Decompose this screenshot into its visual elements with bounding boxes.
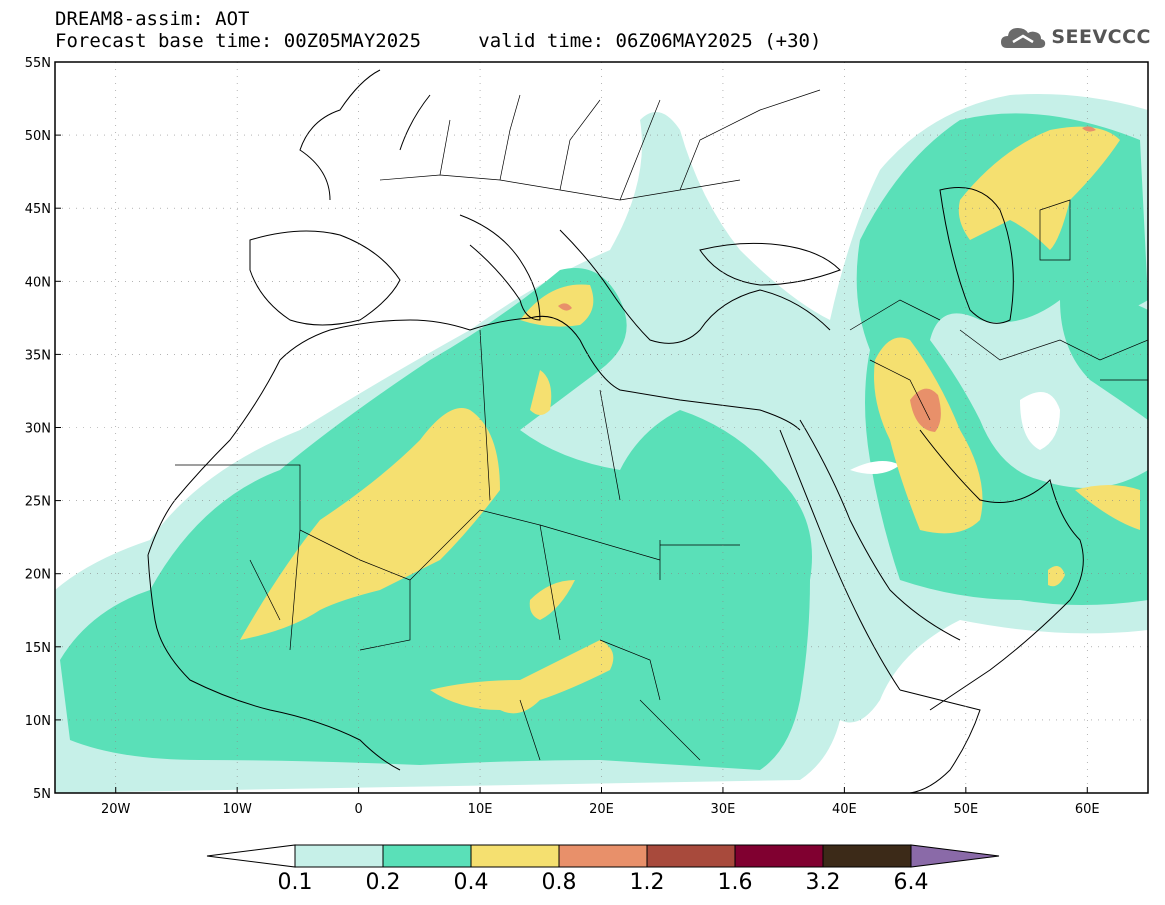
coastline-iberia [249,230,401,326]
coastline-caspian [939,187,1014,324]
coastline-arabia-gulf [919,429,1084,711]
aot-region-high [1048,566,1065,587]
time-info: Forecast base time: 00Z05MAY2025 valid t… [55,30,821,52]
aot-region-high [240,408,500,640]
logo-text: SEEVCCC [1051,26,1151,48]
colorbar: 0.1 0.2 0.4 0.8 1.2 1.6 3.2 6.4 [206,844,1000,895]
colorbar-segment [734,844,824,868]
lon-tick-label: 0 [354,802,362,817]
lat-tick-label: 20N [25,568,51,583]
aot-region-high [958,126,1120,250]
border-lines [175,329,740,761]
colorbar-label: 3.2 [806,870,841,895]
aot-field [55,94,1148,793]
coastline-horn-africa [899,689,981,793]
colorbar-segment [822,844,912,868]
lat-tick-label: 50N [25,129,51,144]
lat-tick-label: 40N [25,275,51,290]
colorbar-label: 1.2 [630,870,665,895]
coastline-west-africa [147,554,401,771]
aot-region-high [1075,485,1140,530]
cloud-logo-icon [1001,28,1046,48]
coastline-red-sea [779,419,961,691]
aot-region-high [874,337,983,534]
aot-region-very-high [1082,126,1096,132]
map-header: DREAM8-assim: AOT Forecast base time: 00… [55,8,821,52]
colorbar-segment [558,844,648,868]
lon-tick-label: 60E [1075,802,1100,817]
clear-patch [850,461,900,474]
map-frame [54,61,1149,794]
lon-tick-label: 20W [101,802,131,817]
valid-time: valid time: 06Z06MAY2025 (+30) [478,30,822,52]
aot-region-very-high [558,303,572,311]
coastlines [147,69,1148,793]
coastline-france-uk [299,69,431,201]
colorbar-label: 0.2 [366,870,401,895]
clear-patch [1020,392,1060,450]
colorbar-over-triangle [910,844,1000,868]
lat-tick-label: 30N [25,422,51,437]
lon-tick-label: 50E [953,802,978,817]
lon-tick-label: 20E [589,802,614,817]
lat-tick-label: 25N [25,495,51,510]
latitude-axis: 55N 50N 45N 40N 35N 30N 25N 20N 15N 10N 5N [25,56,51,802]
longitude-axis: 20W 10W 0 10E 20E 30E 40E 50E 60E [101,802,1100,817]
colorbar-segment [470,844,560,868]
lat-tick-label: 35N [25,348,51,363]
map-title: DREAM8-assim: AOT [55,8,250,30]
lat-tick-label: 15N [25,641,51,656]
aot-region-high [530,370,552,415]
aot-region-high [430,640,614,714]
base-time: Forecast base time: 00Z05MAY2025 [55,30,422,52]
aot-region-high [529,580,575,620]
seevccc-logo: SEEVCCC [999,22,1151,52]
colorbar-label: 0.4 [454,870,489,895]
colorbar-segment [382,844,472,868]
border-lines-asia [849,199,1148,421]
colorbar-segment [294,844,384,868]
colorbar-label: 6.4 [894,870,929,895]
lat-tick-label: 55N [25,56,51,71]
lat-tick-label: 5N [33,787,51,802]
colorbar-label: 0.1 [278,870,313,895]
lon-tick-label: 30E [711,802,736,817]
colorbar-under-triangle [206,844,296,868]
lat-tick-label: 10N [25,714,51,729]
coastline-italy [459,214,541,321]
colorbar-segment [646,844,736,868]
lon-tick-label: 40E [832,802,857,817]
coastline-balkans-greece [559,229,831,344]
coastline-north-africa-west [147,315,801,556]
colorbar-label: 1.6 [718,870,753,895]
coastline-black-sea [699,242,841,286]
grid-lines [55,61,1148,794]
lon-tick-label: 10E [468,802,493,817]
border-lines-europe [379,89,821,201]
lat-tick-label: 45N [25,202,51,217]
colorbar-label: 0.8 [542,870,577,895]
lon-tick-label: 10W [222,802,252,817]
